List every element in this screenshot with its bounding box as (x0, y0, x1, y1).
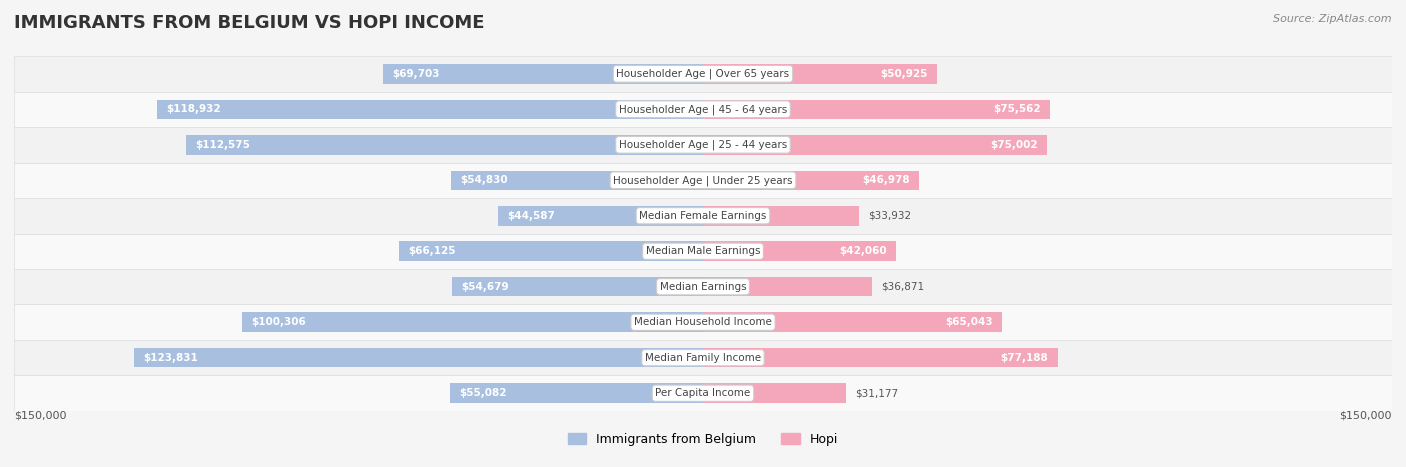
Text: Source: ZipAtlas.com: Source: ZipAtlas.com (1274, 14, 1392, 24)
Text: Median Earnings: Median Earnings (659, 282, 747, 292)
Text: Per Capita Income: Per Capita Income (655, 388, 751, 398)
Text: $150,000: $150,000 (14, 411, 66, 421)
Text: Median Household Income: Median Household Income (634, 317, 772, 327)
Text: $33,932: $33,932 (868, 211, 911, 221)
Bar (703, 135, 1047, 155)
Bar (703, 348, 1057, 368)
Bar (703, 383, 846, 403)
Text: $112,575: $112,575 (195, 140, 250, 150)
Text: $118,932: $118,932 (166, 104, 221, 114)
Bar (498, 206, 703, 226)
Bar (703, 277, 872, 297)
Text: Householder Age | Under 25 years: Householder Age | Under 25 years (613, 175, 793, 185)
Bar (703, 241, 896, 261)
Bar (156, 99, 703, 119)
Text: $66,125: $66,125 (409, 246, 456, 256)
Bar (703, 99, 1050, 119)
FancyBboxPatch shape (14, 234, 1392, 269)
Text: $75,562: $75,562 (993, 104, 1040, 114)
FancyBboxPatch shape (14, 163, 1392, 198)
Text: $55,082: $55,082 (460, 388, 506, 398)
Legend: Immigrants from Belgium, Hopi: Immigrants from Belgium, Hopi (562, 428, 844, 451)
FancyBboxPatch shape (14, 304, 1392, 340)
Text: $50,925: $50,925 (880, 69, 928, 79)
Text: $150,000: $150,000 (1340, 411, 1392, 421)
FancyBboxPatch shape (14, 269, 1392, 304)
Text: $54,830: $54,830 (460, 175, 508, 185)
FancyBboxPatch shape (14, 127, 1392, 163)
Text: IMMIGRANTS FROM BELGIUM VS HOPI INCOME: IMMIGRANTS FROM BELGIUM VS HOPI INCOME (14, 14, 485, 32)
Text: $123,831: $123,831 (143, 353, 198, 363)
Text: Householder Age | 25 - 44 years: Householder Age | 25 - 44 years (619, 140, 787, 150)
Text: $65,043: $65,043 (945, 317, 993, 327)
Bar (399, 241, 703, 261)
Bar (703, 206, 859, 226)
Bar (451, 170, 703, 190)
Text: $46,978: $46,978 (862, 175, 910, 185)
Text: Median Female Earnings: Median Female Earnings (640, 211, 766, 221)
Bar (242, 312, 703, 332)
FancyBboxPatch shape (14, 92, 1392, 127)
Bar (703, 312, 1001, 332)
Bar (703, 64, 936, 84)
FancyBboxPatch shape (14, 198, 1392, 234)
Text: Median Family Income: Median Family Income (645, 353, 761, 363)
Text: Median Male Earnings: Median Male Earnings (645, 246, 761, 256)
FancyBboxPatch shape (14, 375, 1392, 411)
FancyBboxPatch shape (14, 340, 1392, 375)
Text: $100,306: $100,306 (252, 317, 307, 327)
Bar (382, 64, 703, 84)
Bar (703, 170, 918, 190)
Text: Householder Age | Over 65 years: Householder Age | Over 65 years (616, 69, 790, 79)
Text: $75,002: $75,002 (991, 140, 1038, 150)
Text: Householder Age | 45 - 64 years: Householder Age | 45 - 64 years (619, 104, 787, 114)
Bar (451, 277, 703, 297)
Text: $31,177: $31,177 (855, 388, 898, 398)
Text: $36,871: $36,871 (882, 282, 925, 292)
Bar (450, 383, 703, 403)
Bar (186, 135, 703, 155)
Text: $77,188: $77,188 (1001, 353, 1049, 363)
FancyBboxPatch shape (14, 56, 1392, 92)
Bar (134, 348, 703, 368)
Text: $69,703: $69,703 (392, 69, 440, 79)
Text: $44,587: $44,587 (508, 211, 555, 221)
Text: $54,679: $54,679 (461, 282, 509, 292)
Text: $42,060: $42,060 (839, 246, 887, 256)
